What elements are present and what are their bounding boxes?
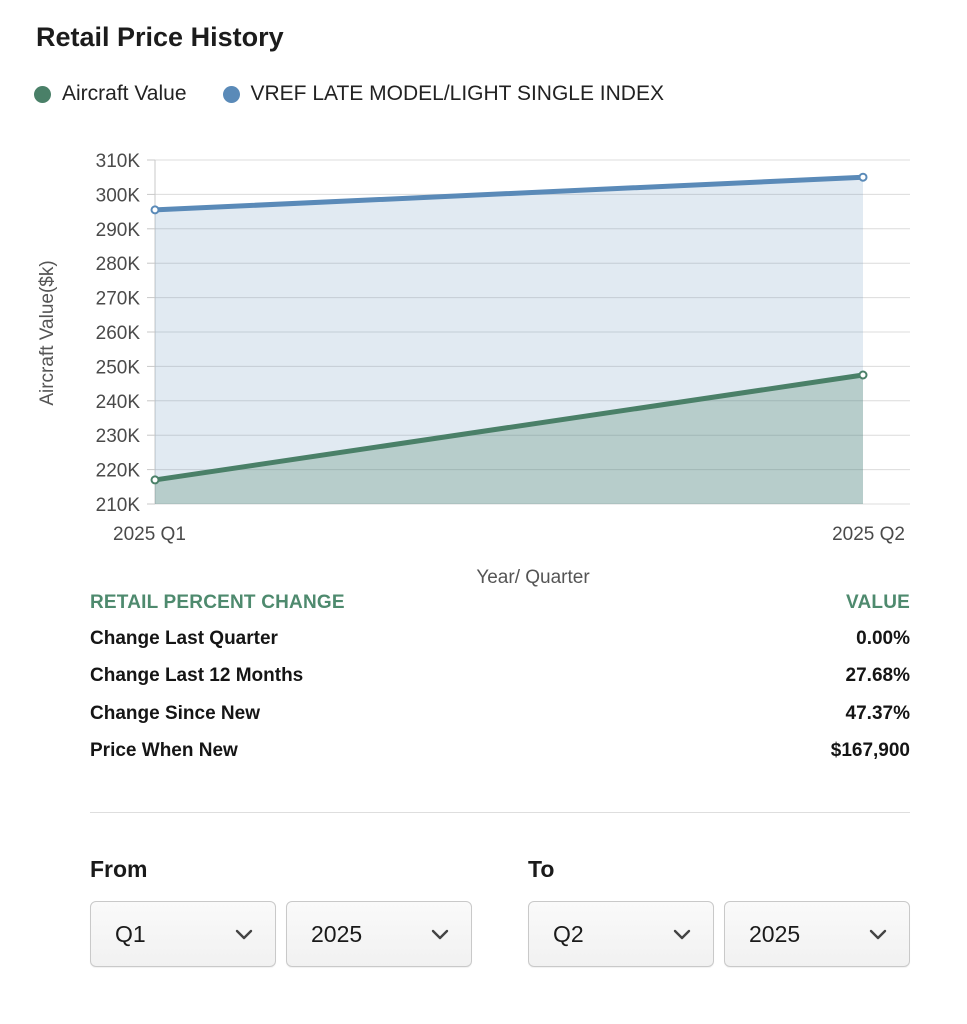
to-label: To	[528, 856, 555, 882]
chevron-down-icon	[431, 929, 449, 939]
x-tick-label: 2025 Q2	[832, 524, 905, 545]
table-row: Price When New $167,900	[90, 733, 910, 771]
header-retail-percent-change: RETAIL PERCENT CHANGE	[90, 592, 345, 613]
row-label: Change Last Quarter	[90, 627, 278, 649]
row-label: Change Last 12 Months	[90, 665, 304, 687]
to-quarter-value: Q2	[553, 920, 584, 947]
legend-dot-icon	[34, 85, 51, 103]
series-line	[152, 174, 866, 213]
from-year-select[interactable]: 2025	[286, 901, 472, 967]
row-value: 27.68%	[845, 665, 910, 687]
legend-item-aircraft-value[interactable]: Aircraft Value	[34, 82, 187, 106]
y-tick-label: 270K	[96, 289, 141, 310]
legend-label: VREF LATE MODEL/LIGHT SINGLE INDEX	[250, 82, 665, 105]
x-axis-ticks: 2025 Q1 2025 Q2	[113, 524, 905, 545]
row-value: 0.00%	[856, 627, 910, 649]
x-axis-label: Year/ Quarter	[476, 567, 590, 588]
y-tick-label: 230K	[96, 426, 141, 447]
page-title: Retail Price History	[36, 22, 284, 52]
legend-dot-icon	[222, 85, 240, 103]
y-tick-label: 220K	[96, 461, 141, 482]
y-tick-label: 240K	[96, 392, 141, 413]
data-point	[858, 370, 868, 380]
series-area	[155, 177, 863, 504]
to-year-value: 2025	[749, 920, 801, 947]
series-area	[155, 375, 863, 504]
retail-change-table: RETAIL PERCENT CHANGE VALUE Change Last …	[90, 592, 910, 770]
chevron-down-icon	[673, 929, 691, 939]
from-quarter-value: Q1	[115, 920, 146, 947]
table-header: RETAIL PERCENT CHANGE VALUE	[90, 592, 910, 620]
chevron-down-icon	[869, 929, 887, 939]
row-label: Price When New	[90, 740, 238, 762]
section-divider	[90, 812, 910, 813]
y-tick-label: 290K	[96, 220, 141, 241]
table-row: Change Since New 47.37%	[90, 695, 910, 733]
row-label: Change Since New	[90, 702, 260, 724]
from-year-value: 2025	[311, 920, 363, 947]
data-point	[150, 205, 160, 215]
legend-label: Aircraft Value	[62, 82, 187, 105]
y-tick-label: 250K	[96, 357, 141, 378]
y-tick-label: 300K	[96, 185, 141, 206]
from-quarter-select[interactable]: Q1	[90, 901, 276, 967]
to-year-select[interactable]: 2025	[724, 901, 910, 967]
data-point	[858, 172, 868, 182]
chevron-down-icon	[235, 929, 253, 939]
chart-lines	[152, 174, 866, 483]
x-tick-label: 2025 Q1	[113, 524, 186, 545]
chart-points	[150, 172, 868, 485]
row-value: 47.37%	[845, 702, 910, 724]
y-axis-ticks: 310K 300K 290K 280K 270K 260K 250K 240K 230K 220K…	[96, 151, 141, 516]
row-value: $167,900	[830, 740, 910, 762]
table-row: Change Last Quarter 0.00%	[90, 620, 910, 658]
chart-areas	[155, 177, 863, 504]
to-quarter-select[interactable]: Q2	[528, 901, 714, 967]
table-row: Change Last 12 Months 27.68%	[90, 658, 910, 696]
y-axis-label: Aircraft Value($k)	[37, 260, 58, 405]
y-tick-label: 260K	[96, 323, 141, 344]
series-line	[152, 372, 866, 483]
price-history-chart: 310K 300K 290K 280K 270K 260K 250K 240K 230K 220K…	[37, 151, 910, 588]
y-tick-label: 210K	[96, 495, 141, 516]
y-tick-label: 310K	[96, 151, 141, 172]
y-tick-label: 280K	[96, 254, 141, 275]
legend-item-vref-index[interactable]: VREF LATE MODEL/LIGHT SINGLE INDEX	[222, 82, 665, 106]
chart-gridlines	[147, 159, 910, 505]
header-value: VALUE	[846, 592, 910, 613]
data-point	[150, 475, 160, 485]
from-label: From	[90, 856, 148, 882]
chart-legend: Aircraft Value VREF LATE MODEL/LIGHT SIN…	[34, 82, 700, 106]
